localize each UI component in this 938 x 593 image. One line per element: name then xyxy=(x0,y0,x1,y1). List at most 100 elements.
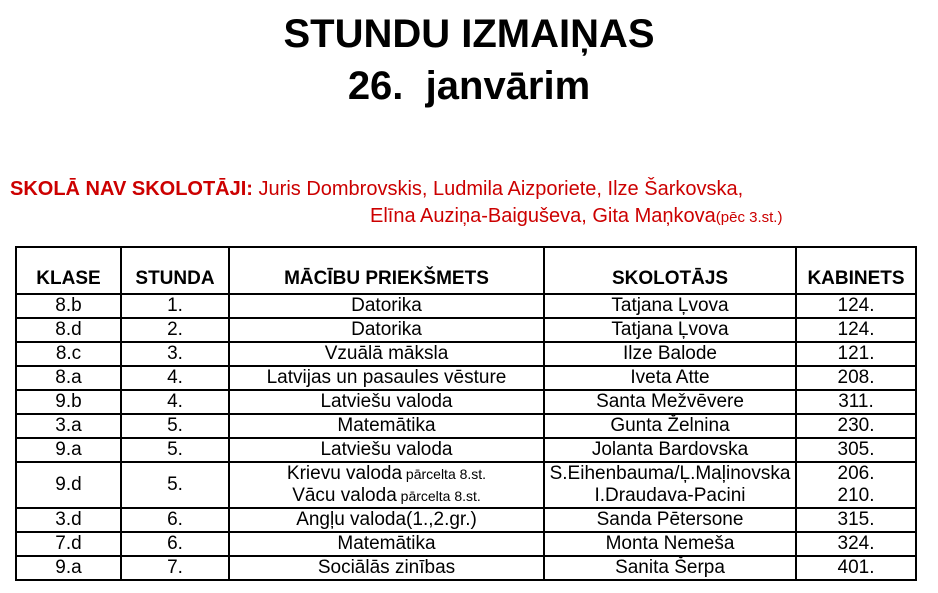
cell-klase: 8.b xyxy=(15,293,122,319)
cell-klase: 8.d xyxy=(15,317,122,343)
cell-klase: 3.d xyxy=(15,507,122,533)
teacher-line: Iveta Atte xyxy=(630,367,710,388)
subject-text: Latviešu valoda xyxy=(320,391,453,412)
cell-subject: Vzuālā māksla xyxy=(228,341,545,367)
cell-subject: Matemātika xyxy=(228,413,545,439)
teacher-line: Sanita Šerpa xyxy=(615,557,725,578)
table-row: 9.b 4. Latviešu valoda Santa Mežvēvere 311. xyxy=(15,389,917,415)
room-line: 124. xyxy=(837,319,875,340)
teacher-line: Jolanta Bardovska xyxy=(591,439,749,460)
room-line: 208. xyxy=(837,367,875,388)
room-line: 121. xyxy=(837,343,875,364)
cell-teacher: Sanita Šerpa xyxy=(543,555,797,581)
table-row: 9.a 7. Sociālās zinības Sanita Šerpa 401. xyxy=(15,555,917,581)
cell-stunda: 2. xyxy=(120,317,230,343)
cell-subject: Datorika xyxy=(228,293,545,319)
cell-room: 305. xyxy=(795,437,917,463)
title-line2-date: 26. janvārim xyxy=(347,64,591,108)
cell-teacher: Tatjana Ļvova xyxy=(543,317,797,343)
teacher-line: Sanda Pētersone xyxy=(596,509,744,530)
subject-line: Matemātika xyxy=(231,415,542,436)
cell-stunda: 4. xyxy=(120,365,230,391)
cell-subject: Krievu valoda pārcelta 8.st. Vācu valoda … xyxy=(228,461,545,509)
teacher-line: I.Draudava-Pacini xyxy=(594,485,746,506)
table-row: 8.a 4. Latvijas un pasaules vēsture Iveta A… xyxy=(15,365,917,391)
cell-klase: 3.a xyxy=(15,413,122,439)
cell-klase: 9.d xyxy=(15,461,122,509)
cell-teacher: Sanda Pētersone xyxy=(543,507,797,533)
teacher-line: Gunta Želnina xyxy=(610,415,730,436)
subject-text: Latvijas un pasaules vēsture xyxy=(266,367,507,388)
schedule-table: KLASE STUNDA MĀCĪBU PRIEKŠMETS SKOLOTĀJS… xyxy=(15,246,917,581)
subject-text: Datorika xyxy=(351,295,422,316)
table-row: 7.d 6. Matemātika Monta Nemeša 324. xyxy=(15,531,917,557)
cell-teacher: Gunta Želnina xyxy=(543,413,797,439)
notice-names-line1: Juris Dombrovskis, Ludmila Aizporiete, I… xyxy=(258,178,744,200)
cell-subject: Matemātika xyxy=(228,531,545,557)
subject-text: Matemātika xyxy=(337,415,436,436)
table-row: 8.b 1. Datorika Tatjana Ļvova 124. xyxy=(15,293,917,319)
subject-line: Vācu valoda pārcelta 8.st. xyxy=(231,485,542,506)
notice-label: SKOLĀ NAV SKOLOTĀJI: xyxy=(10,178,253,200)
cell-stunda: 4. xyxy=(120,389,230,415)
subject-text: Vzuālā māksla xyxy=(324,343,449,364)
cell-stunda: 6. xyxy=(120,507,230,533)
cell-room: 401. xyxy=(795,555,917,581)
cell-klase: 9.a xyxy=(15,555,122,581)
table-row: 8.c 3. Vzuālā māksla Ilze Balode 121. xyxy=(15,341,917,367)
cell-room: 311. xyxy=(795,389,917,415)
schedule-table-body: 8.b 1. Datorika Tatjana Ļvova 124. 8.d 2. Dator… xyxy=(15,293,917,581)
cell-room: 124. xyxy=(795,293,917,319)
room-line: 305. xyxy=(837,439,875,460)
teacher-line: S.Eihenbauma/Ļ.Maļinovska xyxy=(549,463,791,484)
cell-stunda: 7. xyxy=(120,555,230,581)
notice-line1: SKOLĀ NAV SKOLOTĀJI: Juris Dombrovskis, … xyxy=(10,176,938,203)
cell-subject: Datorika xyxy=(228,317,545,343)
header-stunda: STUNDA xyxy=(120,246,230,295)
room-line: 210. xyxy=(837,485,875,506)
table-header-row: KLASE STUNDA MĀCĪBU PRIEKŠMETS SKOLOTĀJS… xyxy=(15,246,917,295)
subject-line: Datorika xyxy=(231,295,542,316)
subject-text: Matemātika xyxy=(337,533,436,554)
cell-subject: Latvijas un pasaules vēsture xyxy=(228,365,545,391)
subject-text: Vācu valoda xyxy=(292,485,397,506)
table-row: 3.a 5. Matemātika Gunta Želnina 230. xyxy=(15,413,917,439)
subject-text: Angļu valoda(1.,2.gr.) xyxy=(296,509,477,530)
title-line1: STUNDU IZMAIŅAS xyxy=(283,12,655,56)
cell-klase: 9.a xyxy=(15,437,122,463)
cell-stunda: 6. xyxy=(120,531,230,557)
cell-klase: 8.c xyxy=(15,341,122,367)
cell-teacher: Tatjana Ļvova xyxy=(543,293,797,319)
cell-stunda: 1. xyxy=(120,293,230,319)
room-line: 401. xyxy=(837,557,875,578)
cell-subject: Sociālās zinības xyxy=(228,555,545,581)
teacher-line: Santa Mežvēvere xyxy=(596,391,744,412)
header-subject: MĀCĪBU PRIEKŠMETS xyxy=(228,246,545,295)
cell-teacher: S.Eihenbauma/Ļ.Maļinovska I.Draudava-Paci… xyxy=(543,461,797,509)
cell-teacher: Iveta Atte xyxy=(543,365,797,391)
subject-note: pārcelta 8.st. xyxy=(396,488,481,504)
cell-room: 121. xyxy=(795,341,917,367)
cell-stunda: 5. xyxy=(120,461,230,509)
teacher-line: Tatjana Ļvova xyxy=(611,295,729,316)
teacher-line: Tatjana Ļvova xyxy=(611,319,729,340)
table-row: 8.d 2. Datorika Tatjana Ļvova 124. xyxy=(15,317,917,343)
teacher-line: Monta Nemeša xyxy=(605,533,735,554)
subject-text: Datorika xyxy=(351,319,422,340)
cell-teacher: Ilze Balode xyxy=(543,341,797,367)
notice-line2: Elīna Auziņa-Baiguševa, Gita Maņkova(pēc… xyxy=(10,203,938,231)
subject-text: Krievu valoda xyxy=(286,463,403,484)
subject-line: Datorika xyxy=(231,319,542,340)
room-line: 124. xyxy=(837,295,875,316)
subject-text: Latviešu valoda xyxy=(320,439,453,460)
cell-teacher: Jolanta Bardovska xyxy=(543,437,797,463)
cell-klase: 9.b xyxy=(15,389,122,415)
cell-room: 315. xyxy=(795,507,917,533)
subject-line: Sociālās zinības xyxy=(231,558,542,578)
notice-names-line2-suffix: (pēc 3.st.) xyxy=(715,209,783,226)
room-line: 230. xyxy=(837,415,875,436)
header-room: KABINETS xyxy=(795,246,917,295)
cell-room: 324. xyxy=(795,531,917,557)
subject-line: Vzuālā māksla xyxy=(231,343,542,364)
cell-teacher: Monta Nemeša xyxy=(543,531,797,557)
